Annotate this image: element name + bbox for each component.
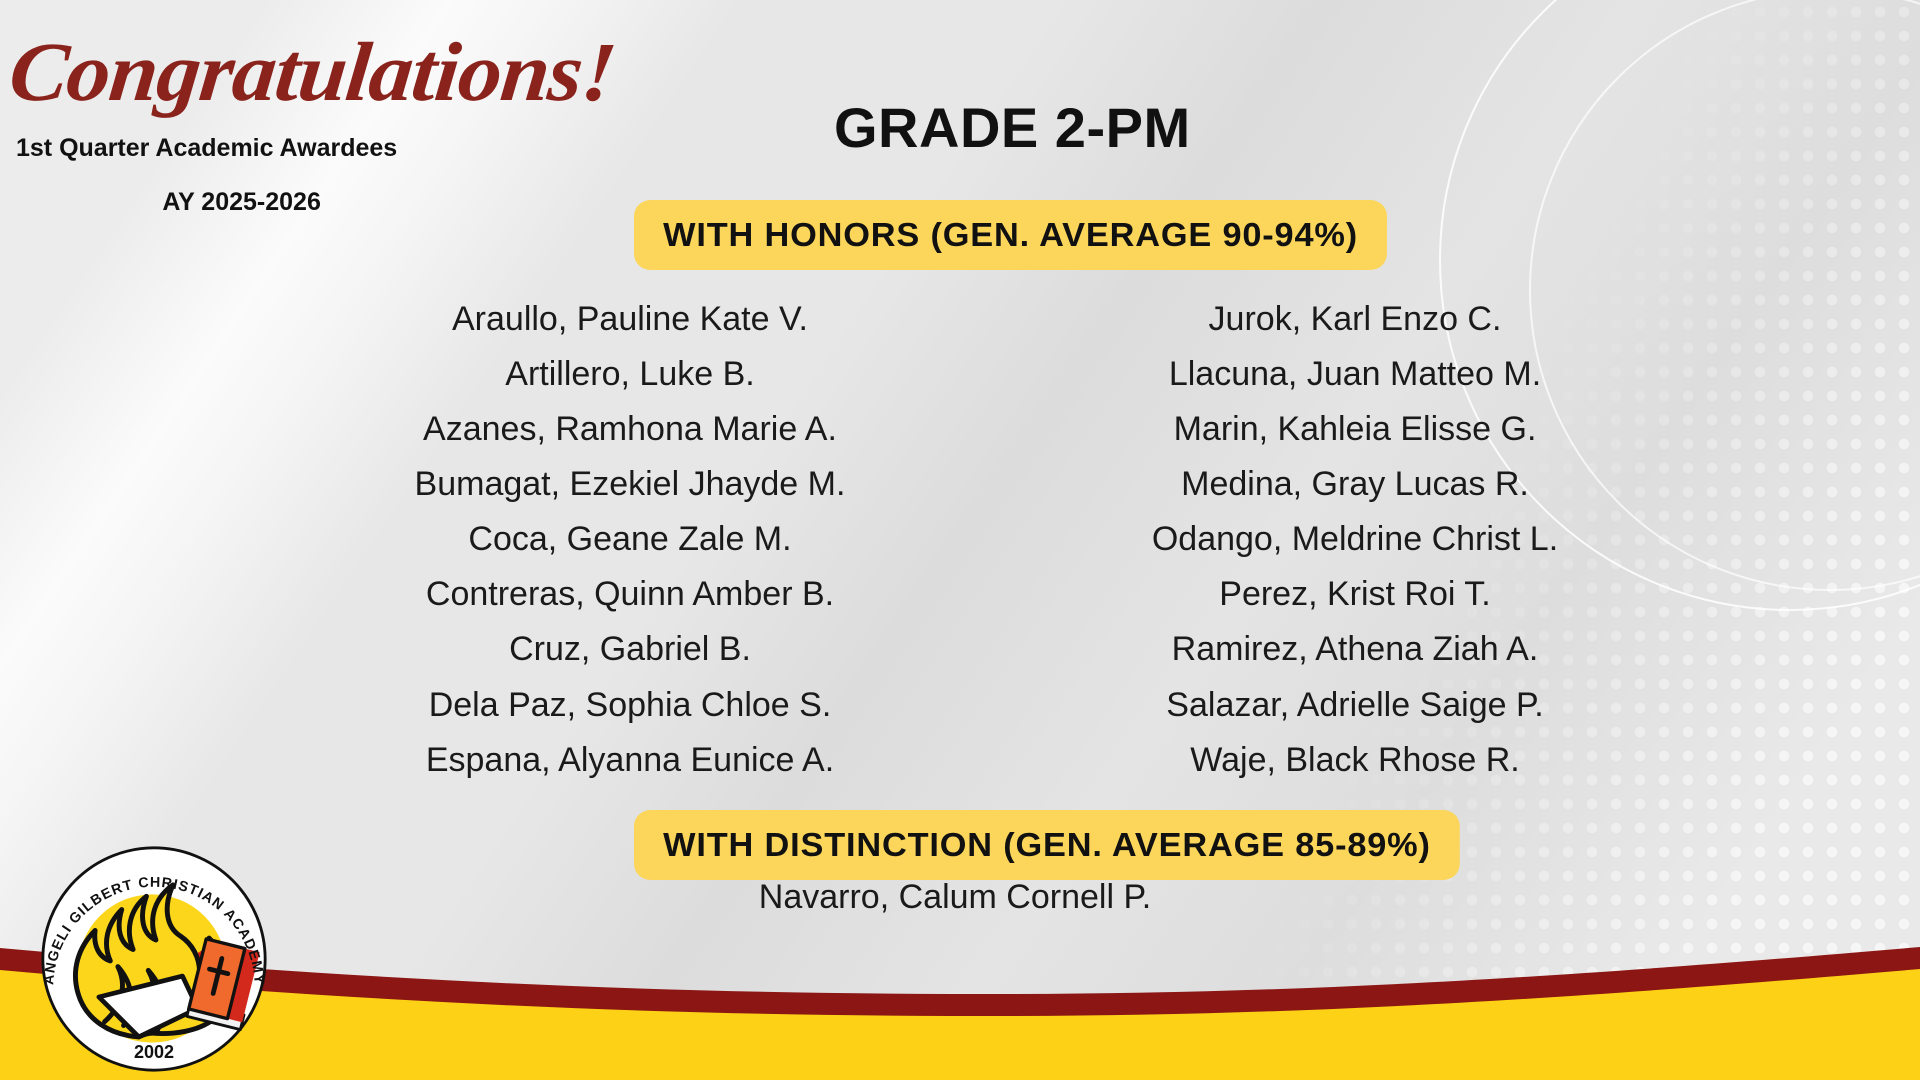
svg-text:2002: 2002 xyxy=(134,1042,174,1062)
